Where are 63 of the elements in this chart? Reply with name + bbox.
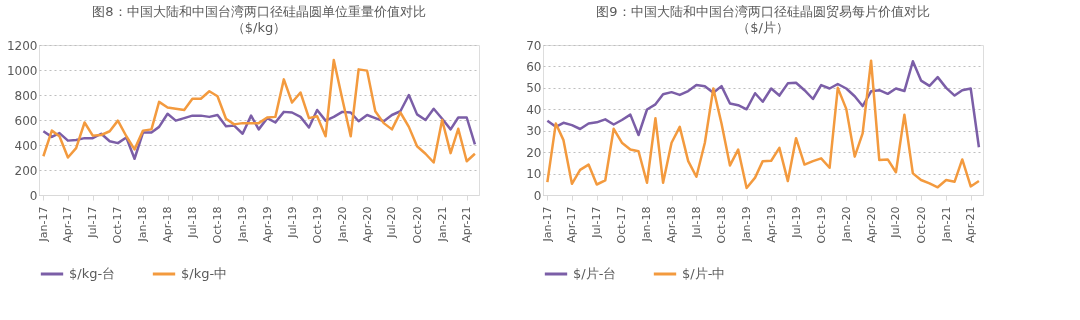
x-tick-label: Apr-19: [764, 206, 778, 243]
x-tick-label: Jan-18: [640, 206, 654, 243]
x-tick-label: Jul-20: [385, 206, 399, 239]
y-tick-label: 30: [526, 124, 542, 139]
x-tick-label: Jul-17: [86, 206, 100, 239]
x-tick-label: Oct-17: [111, 206, 125, 244]
x-tick-label: Oct-19: [814, 206, 828, 244]
chart-subtitle: （$/片）: [737, 20, 789, 35]
chart-subtitle: （$/kg）: [231, 20, 287, 35]
x-tick-label: Apr-21: [460, 206, 474, 243]
x-tick-label: Apr-19: [260, 206, 274, 243]
x-tick-label: Apr-20: [864, 206, 878, 243]
x-tick-label: Jan-20: [335, 206, 349, 243]
y-tick-label: 70: [526, 38, 542, 53]
chart-title: 图9：中国大陆和中国台湾两口径硅晶圆贸易每片价值对比: [596, 4, 930, 19]
y-tick-label: 20: [526, 145, 542, 160]
legend-label: $/kg-台: [69, 266, 116, 281]
x-tick-label: Jul-18: [689, 206, 703, 239]
x-tick-label: Jan-21: [939, 206, 953, 243]
x-tick-label: Apr-18: [161, 206, 175, 243]
x-tick-label: Oct-18: [211, 206, 225, 244]
x-tick-label: Oct-19: [310, 206, 324, 244]
x-tick-label: Apr-17: [61, 206, 75, 243]
y-tick-label: 800: [14, 88, 38, 103]
legend-label: $/片-中: [682, 266, 726, 281]
x-tick-label: Oct-18: [715, 206, 729, 244]
y-tick-label: 400: [14, 138, 38, 153]
x-tick-label: Jul-19: [789, 206, 803, 239]
line-series: [42, 93, 477, 160]
x-tick-label: Jan-20: [839, 206, 853, 243]
x-tick-label: Apr-21: [964, 206, 978, 243]
x-tick-label: Jan-21: [435, 206, 449, 243]
x-tick-label: Jan-19: [236, 206, 250, 243]
legend-label: $/kg-中: [181, 266, 228, 281]
x-tick-label: Jul-18: [185, 206, 199, 239]
x-tick-label: Jul-19: [285, 206, 299, 239]
x-tick-label: Apr-18: [665, 206, 679, 243]
y-tick-label: 50: [526, 81, 542, 96]
y-tick-label: 60: [526, 59, 542, 74]
y-tick-label: 600: [14, 113, 38, 128]
y-tick-label: 0: [29, 188, 38, 203]
y-tick-label: 40: [526, 102, 542, 117]
y-tick-label: 0: [533, 188, 542, 203]
x-tick-label: Jul-17: [590, 206, 604, 239]
x-tick-label: Jan-17: [540, 206, 554, 243]
x-tick-label: Jul-20: [889, 206, 903, 239]
x-tick-label: Jan-19: [740, 206, 754, 243]
legend-label: $/片-台: [573, 266, 617, 281]
y-tick-label: 200: [14, 163, 38, 178]
y-tick-label: 1000: [6, 63, 38, 78]
x-tick-label: Oct-20: [914, 206, 928, 244]
x-tick-label: Jan-18: [136, 206, 150, 243]
line-series: [42, 58, 477, 164]
chart-title: 图8：中国大陆和中国台湾两口径硅晶圆单位重量价值对比: [92, 4, 426, 19]
x-tick-label: Jan-17: [36, 206, 50, 243]
x-tick-label: Oct-17: [615, 206, 629, 244]
x-tick-label: Apr-20: [360, 206, 374, 243]
y-tick-label: 1200: [6, 38, 38, 53]
x-tick-label: Apr-17: [565, 206, 579, 243]
x-tick-label: Oct-20: [410, 206, 424, 244]
line-series: [546, 59, 981, 190]
line-series: [546, 60, 981, 149]
y-tick-label: 10: [526, 167, 542, 182]
